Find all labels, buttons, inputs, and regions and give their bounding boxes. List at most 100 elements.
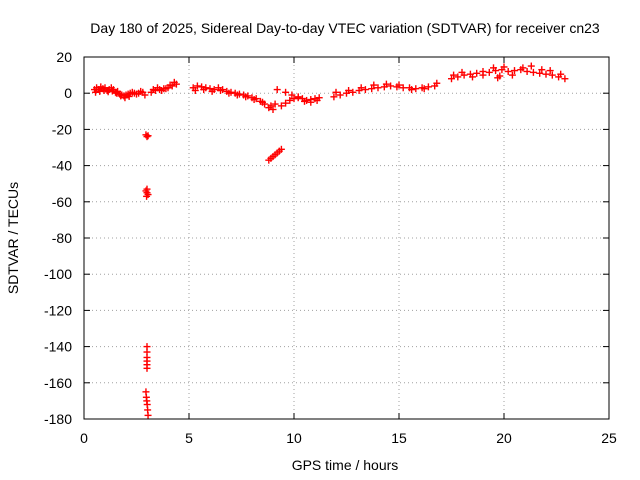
data-point (368, 85, 376, 93)
data-point (307, 98, 315, 106)
data-point (158, 86, 166, 94)
data-point (154, 84, 161, 92)
data-point (548, 71, 556, 79)
data-point (332, 88, 340, 96)
x-tick-label: 15 (391, 430, 407, 446)
data-point (561, 75, 569, 83)
plot-frame (83, 56, 610, 420)
data-point (170, 78, 178, 86)
data-point (144, 411, 152, 419)
x-tick-label: 25 (601, 430, 617, 446)
data-point (433, 79, 441, 87)
data-point (542, 70, 550, 78)
y-tick-label: -100 (44, 266, 72, 282)
x-tick-label: 20 (496, 430, 512, 446)
data-point (269, 105, 277, 113)
data-point (290, 95, 298, 103)
data-point (529, 68, 537, 76)
data-point (233, 91, 241, 99)
data-point (267, 102, 275, 110)
data-point (162, 85, 170, 93)
data-point (523, 67, 531, 75)
data-point (508, 71, 516, 79)
data-point (458, 68, 466, 76)
data-point (490, 64, 497, 72)
y-tick-label: 0 (64, 85, 72, 101)
y-tick-label: -120 (44, 302, 72, 318)
data-point (193, 82, 201, 90)
data-point (301, 97, 308, 105)
data-point (271, 100, 279, 108)
chart-title: Day 180 of 2025, Sidereal Day-to-day VTE… (90, 20, 600, 36)
data-point (387, 82, 395, 90)
data-point (511, 67, 518, 75)
data-point (282, 88, 290, 96)
data-point (454, 73, 462, 81)
data-point (143, 364, 151, 372)
data-point (345, 86, 353, 94)
data-point (557, 70, 565, 78)
data-point (357, 84, 365, 92)
data-point (448, 75, 455, 83)
data-point (412, 85, 420, 93)
data-point (144, 132, 152, 140)
data-point (500, 63, 508, 71)
y-tick-label: -40 (52, 158, 72, 174)
data-point (504, 67, 512, 75)
data-point (208, 87, 216, 95)
data-point (408, 86, 416, 94)
data-point (286, 96, 294, 104)
data-point (96, 87, 104, 95)
data-point (288, 91, 296, 99)
data-point (217, 86, 224, 94)
data-point (485, 68, 493, 76)
data-point (121, 94, 129, 102)
data-point (313, 96, 321, 104)
data-point (450, 71, 458, 79)
y-tick-label: -20 (52, 121, 72, 137)
data-point (100, 86, 108, 94)
data-point (166, 81, 174, 89)
data-point (382, 80, 390, 88)
data-point (536, 69, 544, 77)
data-point (141, 91, 149, 99)
data-point (282, 99, 290, 107)
data-point (143, 133, 151, 141)
x-tick-label: 5 (185, 430, 193, 446)
data-point (330, 93, 338, 101)
y-tick-label: 20 (56, 49, 72, 65)
data-point (113, 89, 121, 97)
y-tick-label: -60 (52, 194, 72, 210)
y-tick-label: -80 (52, 230, 72, 246)
data-point (336, 91, 344, 99)
data-point (424, 83, 432, 91)
data-point (277, 102, 285, 110)
data-points (91, 62, 569, 419)
data-point (469, 73, 476, 81)
data-point (399, 84, 407, 92)
data-point (519, 64, 527, 72)
data-point (143, 192, 151, 200)
data-point (527, 62, 535, 70)
data-point (92, 88, 100, 96)
data-point (273, 86, 281, 94)
grid-lines (84, 57, 609, 419)
data-point (374, 84, 382, 92)
axis-ticks: 0 5 10 15 20 25 20 0 -20 -40 -60 -80 -100 -120 -140 -16… (44, 49, 617, 446)
data-point (200, 86, 208, 94)
data-point (370, 81, 378, 89)
data-point (149, 86, 157, 94)
x-axis-label: GPS time / hours (292, 457, 399, 473)
y-tick-label: -180 (44, 411, 72, 427)
data-point (546, 67, 554, 75)
data-point (242, 93, 250, 101)
data-point (361, 86, 369, 94)
data-point (259, 98, 266, 106)
y-axis-label: SDTVAR / TECUs (5, 182, 21, 294)
data-point (395, 81, 403, 89)
x-tick-label: 0 (80, 430, 88, 446)
data-point (277, 145, 285, 153)
data-point (104, 88, 112, 96)
data-point (496, 72, 504, 80)
x-tick-label: 10 (286, 430, 302, 446)
